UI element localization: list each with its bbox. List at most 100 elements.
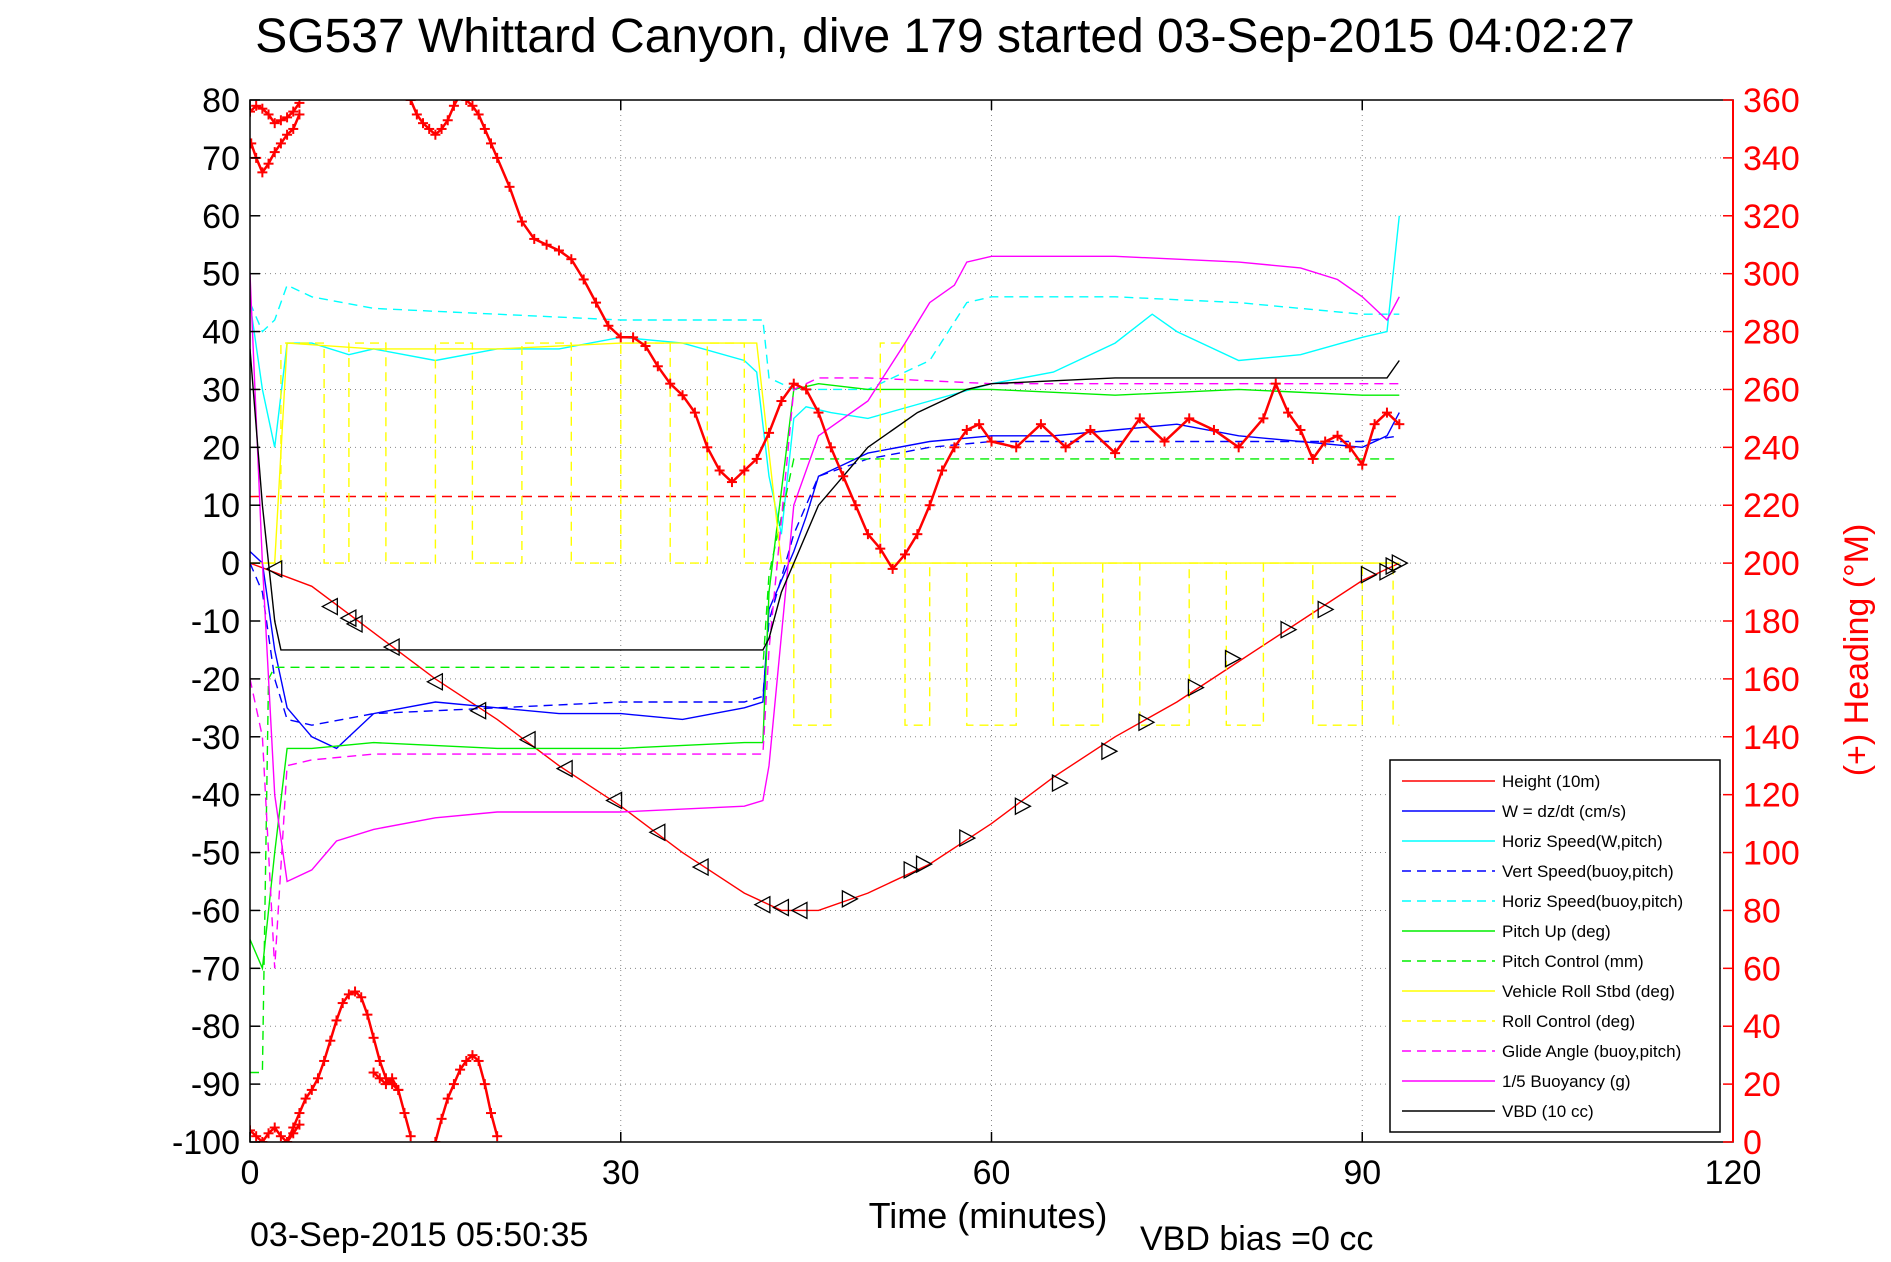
dive-marker [605, 791, 623, 810]
dive-marker [1317, 600, 1335, 619]
heading-point [288, 106, 299, 117]
heading-point [405, 1131, 416, 1142]
heading-point [739, 465, 750, 476]
heading-point [714, 465, 725, 476]
dive-marker [1014, 797, 1032, 816]
heading-point [269, 1122, 280, 1133]
heading-point [899, 549, 910, 560]
heading-point [492, 152, 503, 163]
heading-point [1110, 448, 1121, 459]
y-tick-label: -70 [191, 950, 240, 988]
dive-marker [915, 855, 933, 874]
y-tick-label: -50 [191, 835, 240, 873]
dive-marker [1051, 774, 1069, 793]
heading-point [751, 453, 762, 464]
heading-point [251, 1131, 262, 1142]
heading-point [424, 123, 435, 134]
heading-point [485, 138, 496, 149]
heading-point [275, 1131, 286, 1142]
y2-tick-label: 320 [1743, 198, 1800, 236]
heading-point [764, 427, 775, 438]
heading-point [257, 167, 268, 178]
series-line-7 [250, 342, 1400, 564]
y-tick-label: 80 [202, 82, 240, 120]
heading-point [504, 181, 515, 192]
x-tick-label: 90 [1343, 1154, 1381, 1192]
heading-point [430, 1137, 441, 1142]
y-tick-label: 10 [202, 487, 240, 525]
heading-point [961, 424, 972, 435]
heading-point [628, 332, 639, 343]
heading-point [479, 1079, 490, 1090]
legend-label-7: Vehicle Roll Stbd (deg) [1502, 982, 1675, 1001]
y-tick-label: -90 [191, 1066, 240, 1104]
dive-marker [959, 828, 977, 848]
heading-point [269, 147, 280, 158]
heading-point [986, 436, 997, 447]
heading-point [455, 89, 465, 99]
dive-marker [320, 597, 338, 616]
heading-point [250, 1125, 255, 1136]
y-tick-label: 30 [202, 371, 240, 409]
heading-point [1035, 419, 1046, 430]
y-tick-label: -100 [172, 1124, 240, 1162]
y2-tick-label: 100 [1743, 835, 1800, 873]
heading-point [275, 138, 286, 149]
heading-point [776, 396, 787, 407]
y2-tick-label: 280 [1743, 314, 1800, 352]
heading-point [442, 1093, 453, 1104]
heading-point [288, 1122, 299, 1133]
heading-point [1320, 436, 1331, 447]
heading-point [516, 216, 527, 227]
heading-point [263, 109, 274, 120]
dive-marker [345, 614, 363, 633]
heading-point [436, 123, 447, 134]
legend-label-3: Vert Speed(buoy,pitch) [1502, 862, 1674, 881]
heading-point [615, 332, 626, 343]
heading-point [461, 100, 472, 105]
legend-label-4: Horiz Speed(buoy,pitch) [1502, 892, 1683, 911]
heading-point [1381, 407, 1392, 418]
heading-point [306, 1084, 317, 1095]
heading-point [294, 100, 305, 108]
legend-label-6: Pitch Control (mm) [1502, 952, 1644, 971]
dive-marker [841, 889, 859, 908]
heading-point [374, 1055, 385, 1066]
dive-marker [1280, 620, 1298, 639]
heading-point [300, 1093, 311, 1104]
heading-point [250, 106, 255, 117]
heading-point [251, 100, 262, 111]
heading-point [702, 442, 713, 453]
heading-point [436, 1113, 447, 1124]
heading-point [380, 1079, 391, 1090]
heading-series [250, 89, 1405, 1142]
series-line-4 [250, 284, 1400, 391]
heading-point [862, 529, 873, 540]
heading-point [1011, 442, 1022, 453]
heading-point [1307, 453, 1318, 464]
right-y-axis-ticks: 3603403203002802602402202001801601401201… [1723, 82, 1800, 1162]
heading-point [1258, 413, 1269, 424]
heading-point [362, 1009, 373, 1020]
series-line-8 [250, 342, 1400, 726]
heading-point [448, 1079, 459, 1090]
heading-point [294, 1119, 305, 1130]
heading-point [492, 1131, 503, 1142]
heading-point [838, 471, 849, 482]
y2-tick-label: 200 [1743, 545, 1800, 583]
y2-tick-label: 260 [1743, 371, 1800, 409]
dive-marker [1391, 554, 1409, 573]
dive-marker [691, 857, 709, 877]
heading-point [282, 129, 293, 140]
y-tick-label: -20 [191, 661, 240, 699]
dive-marker [265, 559, 283, 578]
heading-point [677, 390, 688, 401]
legend-label-1: W = dz/dt (cm/s) [1502, 802, 1626, 821]
heading-point [1184, 413, 1195, 424]
y-tick-label: 0 [221, 545, 240, 583]
heading-point [455, 1064, 466, 1075]
heading-point [294, 109, 305, 120]
series-layer [250, 215, 1400, 1074]
heading-point [1344, 442, 1355, 453]
